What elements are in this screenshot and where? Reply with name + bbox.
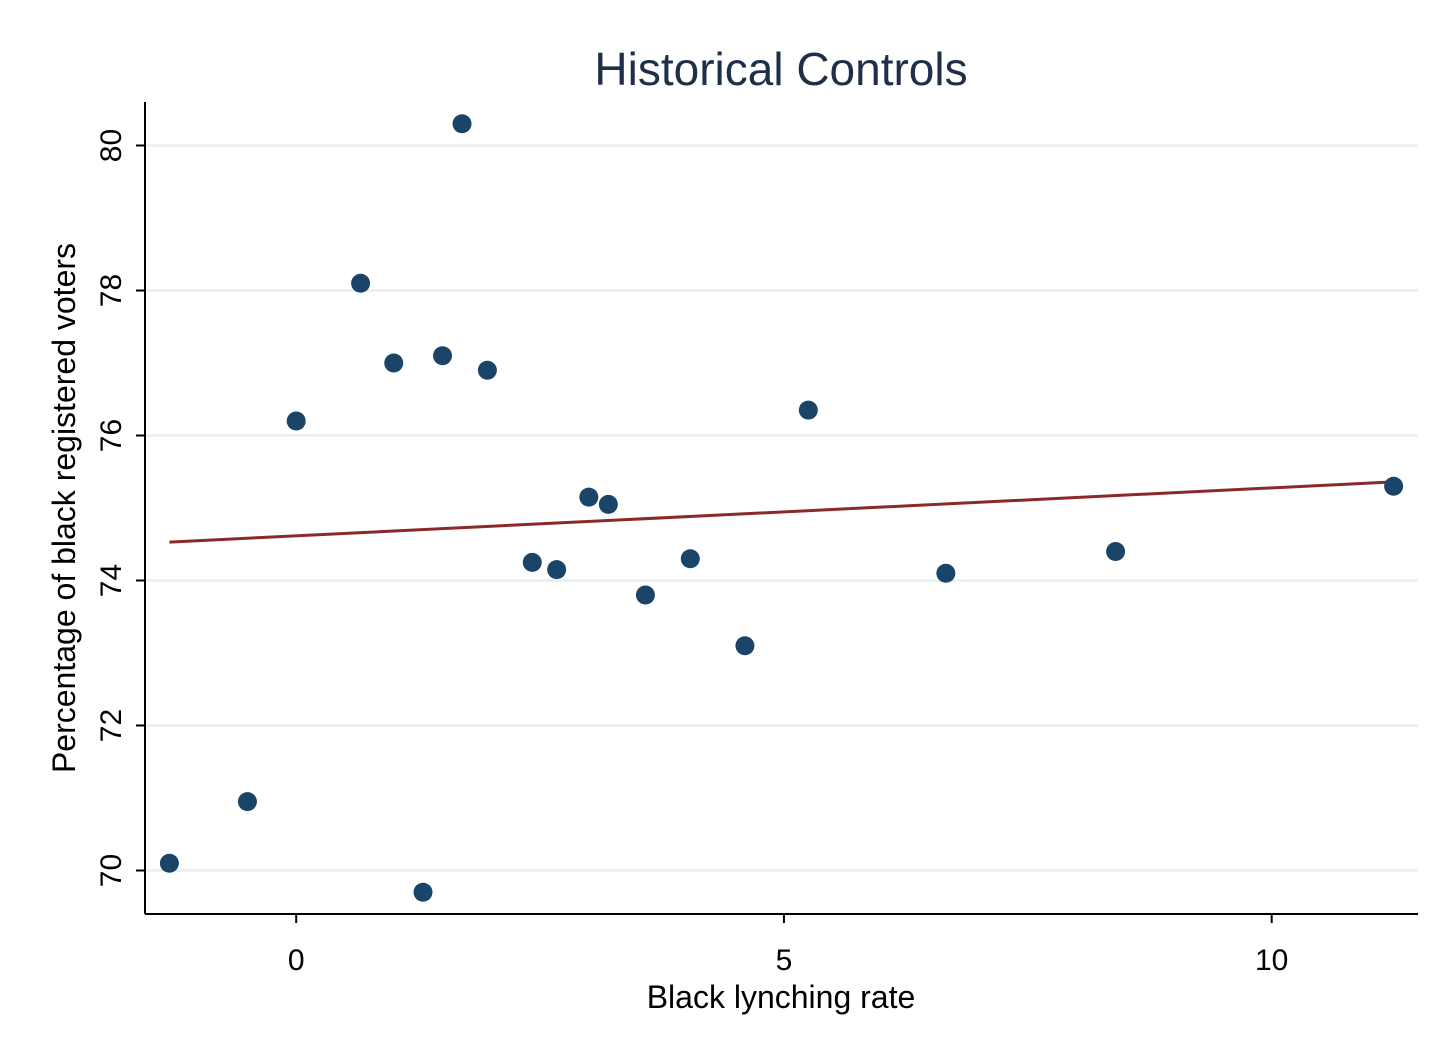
scatter-point-18 <box>1106 542 1126 561</box>
scatter-point-9 <box>522 552 542 572</box>
axes-layer <box>144 102 1418 915</box>
scatter-point-19 <box>1384 476 1404 496</box>
points-layer <box>159 114 1404 902</box>
y-tick-label-76: 76 <box>95 419 128 452</box>
y-tick-label-78: 78 <box>95 274 128 307</box>
scatter-point-0 <box>159 853 179 873</box>
scatter-point-11 <box>579 487 599 507</box>
scatter-point-10 <box>547 560 567 580</box>
grid-layer <box>145 144 1418 872</box>
scatter-point-5 <box>413 882 433 902</box>
scatter-point-2 <box>286 411 306 431</box>
scatter-point-1 <box>237 792 257 812</box>
scatter-point-15 <box>735 636 755 656</box>
scatter-point-17 <box>936 563 956 583</box>
x-tick-label-10: 10 <box>1255 944 1288 977</box>
y-tick-label-72: 72 <box>95 709 128 742</box>
scatter-point-16 <box>798 400 818 420</box>
scatter-point-3 <box>351 273 371 293</box>
scatter-point-8 <box>477 360 497 380</box>
scatter-point-13 <box>635 585 655 605</box>
y-tick-label-70: 70 <box>95 854 128 887</box>
fit-line <box>169 480 1394 544</box>
y-tick-label-74: 74 <box>95 564 128 597</box>
scatter-point-14 <box>680 549 700 569</box>
x-axis-label: Black lynching rate <box>647 979 916 1015</box>
x-tick-label-0: 0 <box>288 944 305 977</box>
x-tick-label-5: 5 <box>776 944 793 977</box>
y-axis-label: Percentage of black registered voters <box>46 243 82 773</box>
fit-layer <box>169 480 1394 544</box>
ticks-layer: 70 72 74 76 78 80 0 5 10 <box>95 129 1288 977</box>
chart-title: Historical Controls <box>594 43 967 95</box>
scatter-point-7 <box>452 114 472 134</box>
scatter-point-12 <box>598 494 618 514</box>
y-tick-label-80: 80 <box>95 129 128 162</box>
scatter-point-4 <box>384 353 404 373</box>
scatter-point-6 <box>433 346 453 366</box>
